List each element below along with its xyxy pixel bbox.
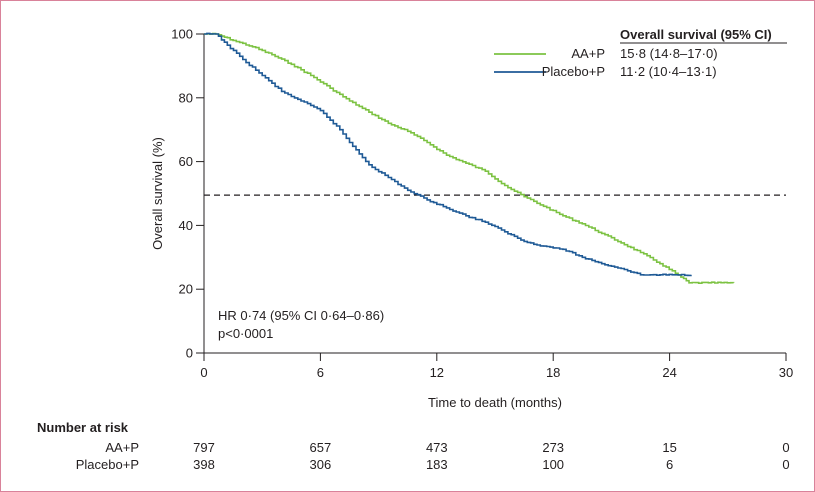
y-tick-label: 60	[179, 154, 193, 169]
y-tick-label: 20	[179, 282, 193, 297]
x-tick-label: 30	[779, 365, 793, 380]
risk-value: 6	[666, 457, 673, 472]
risk-value: 473	[426, 440, 448, 455]
legend-label: Placebo+P	[542, 64, 605, 79]
risk-row-label: Placebo+P	[76, 457, 139, 472]
legend-value: 11·2 (10·4–13·1)	[620, 64, 717, 79]
risk-value: 100	[542, 457, 564, 472]
risk-value: 15	[662, 440, 676, 455]
y-tick-label: 40	[179, 218, 193, 233]
risk-value: 273	[542, 440, 564, 455]
legend-title: Overall survival (95% CI)	[620, 27, 772, 42]
legend: Overall survival (95% CI) AA+P 15·8 (14·8–…	[494, 27, 787, 79]
risk-value: 183	[426, 457, 448, 472]
x-tick-label: 24	[662, 365, 676, 380]
risk-row-label: AA+P	[105, 440, 139, 455]
risk-table: Number at risk AA+P 797 657 473 273 15 0 Placebo…	[37, 420, 790, 472]
x-tick-label: 0	[200, 365, 207, 380]
annotation-hazard-ratio: HR 0·74 (95% CI 0·64–0·86)	[218, 308, 384, 323]
legend-value: 15·8 (14·8–17·0)	[620, 46, 718, 61]
x-axis-title: Time to death (months)	[428, 395, 562, 410]
legend-label: AA+P	[571, 46, 605, 61]
x-tick-label: 12	[430, 365, 444, 380]
risk-table-title: Number at risk	[37, 420, 129, 435]
risk-value: 398	[193, 457, 215, 472]
x-tick-label: 18	[546, 365, 560, 380]
y-tick-label: 0	[186, 346, 193, 361]
y-tick-label: 100	[171, 27, 193, 42]
annotations: HR 0·74 (95% CI 0·64–0·86) p<0·0001	[218, 308, 384, 341]
axes: 0 20 40 60 80 100 0 6 12 18 24 30 Time to death (mon…	[150, 27, 793, 411]
y-axis-title: Overall survival (%)	[150, 137, 165, 250]
risk-value: 657	[310, 440, 332, 455]
x-tick-label: 6	[317, 365, 324, 380]
y-tick-label: 80	[179, 90, 193, 105]
risk-value: 306	[310, 457, 332, 472]
survival-curves	[204, 32, 735, 284]
survival-curve-aa-p	[204, 32, 735, 284]
annotation-p-value: p<0·0001	[218, 326, 273, 341]
risk-value: 797	[193, 440, 215, 455]
risk-value: 0	[782, 440, 789, 455]
risk-value: 0	[782, 457, 789, 472]
survival-curve-placebo-p	[204, 32, 692, 277]
